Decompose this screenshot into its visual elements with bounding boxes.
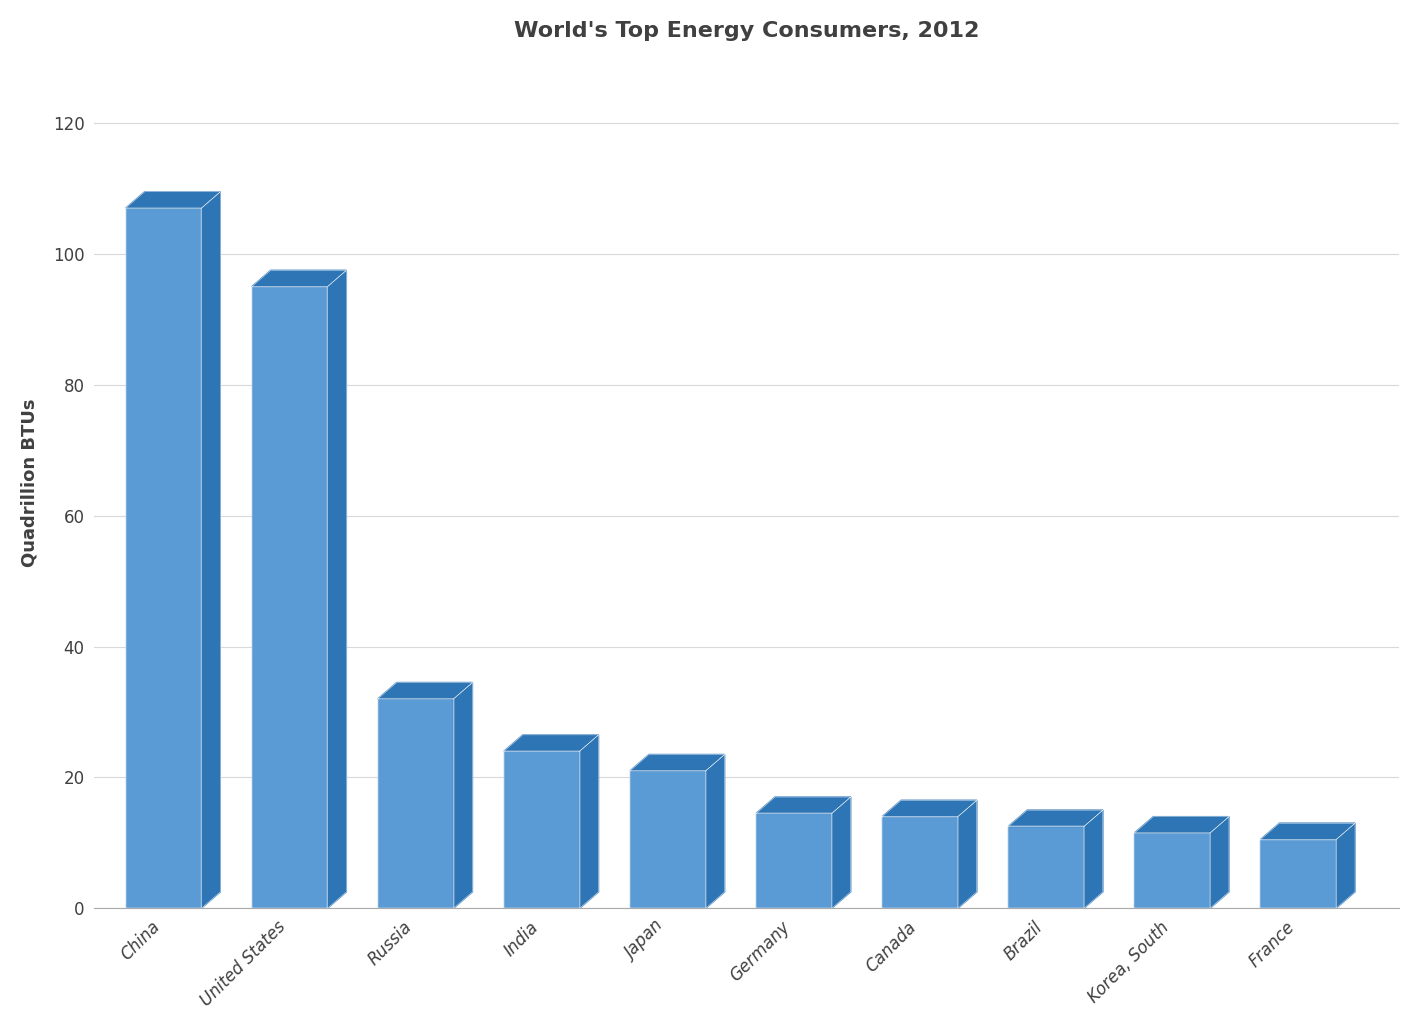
Polygon shape	[126, 192, 220, 208]
Polygon shape	[378, 699, 453, 908]
Polygon shape	[755, 797, 851, 813]
Polygon shape	[1261, 823, 1355, 839]
Polygon shape	[328, 270, 346, 908]
Polygon shape	[630, 771, 706, 908]
Polygon shape	[882, 800, 977, 817]
Polygon shape	[882, 817, 959, 908]
Polygon shape	[1083, 810, 1103, 908]
Polygon shape	[706, 755, 724, 908]
Polygon shape	[959, 800, 977, 908]
Polygon shape	[202, 192, 220, 908]
Title: World's Top Energy Consumers, 2012: World's Top Energy Consumers, 2012	[514, 21, 980, 41]
Polygon shape	[1135, 817, 1228, 833]
Polygon shape	[1210, 817, 1228, 908]
Polygon shape	[579, 735, 599, 908]
Polygon shape	[378, 683, 473, 699]
Y-axis label: Quadrillion BTUs: Quadrillion BTUs	[21, 399, 38, 567]
Polygon shape	[1261, 839, 1336, 908]
Polygon shape	[251, 270, 346, 287]
Polygon shape	[126, 208, 202, 908]
Polygon shape	[504, 752, 579, 908]
Polygon shape	[251, 287, 328, 908]
Polygon shape	[1135, 833, 1210, 908]
Polygon shape	[832, 797, 851, 908]
Polygon shape	[1336, 823, 1355, 908]
Polygon shape	[453, 683, 473, 908]
Polygon shape	[1008, 827, 1083, 908]
Polygon shape	[755, 813, 832, 908]
Polygon shape	[1008, 810, 1103, 827]
Polygon shape	[504, 735, 599, 752]
Polygon shape	[630, 755, 724, 771]
